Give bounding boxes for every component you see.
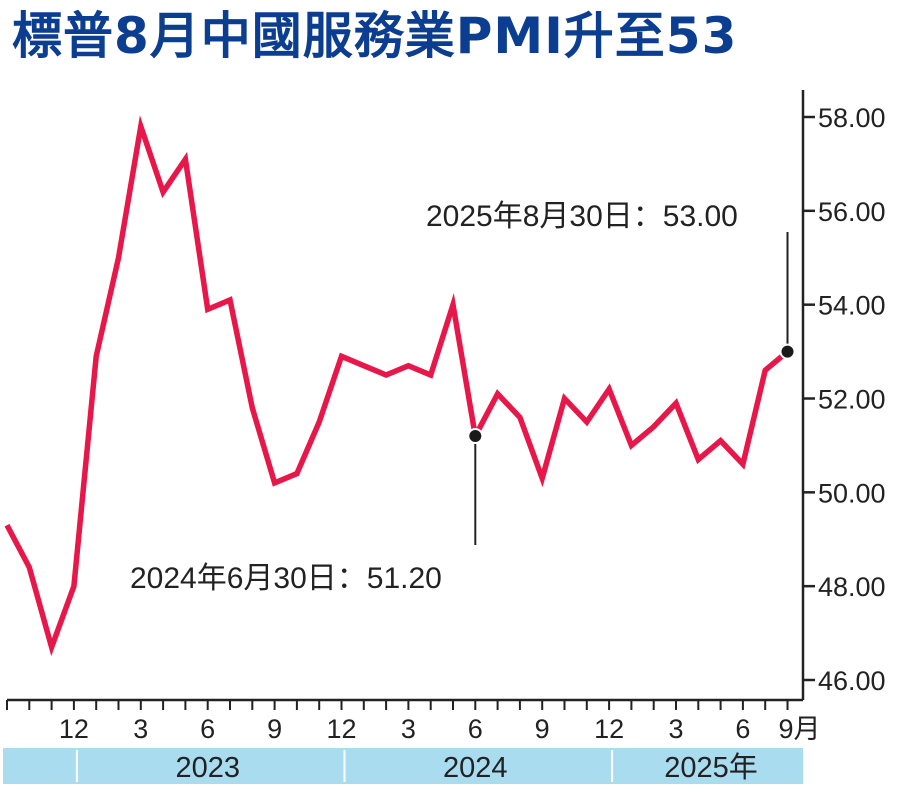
x-tick-label: 9月: [778, 714, 820, 744]
year-label: 2025年: [664, 751, 758, 784]
x-tick-label: 3: [133, 714, 148, 744]
x-tick-label: 3: [401, 714, 416, 744]
x-tick-label: 12: [59, 714, 89, 744]
y-tick-label: 48.00: [818, 572, 886, 602]
x-tick-label: 6: [735, 714, 750, 744]
year-band-background: [3, 748, 803, 784]
annotation-point: [779, 343, 796, 360]
x-tick-label: 12: [594, 714, 624, 744]
series-layer: [4, 115, 790, 657]
annotations-layer: 2024年6月30日：51.20 2025年8月30日：53.00: [130, 200, 796, 595]
year-label: 2023: [175, 752, 240, 784]
x-tick-label: 9: [535, 714, 550, 744]
y-tick-label: 58.00: [818, 103, 886, 133]
y-tick-label: 52.00: [818, 385, 886, 415]
y-tick-label: 50.00: [818, 478, 886, 508]
pmi-series-line: [4, 115, 790, 657]
annotation-point: [467, 428, 484, 445]
y-tick-label: 46.00: [818, 666, 886, 696]
year-label: 2024: [443, 752, 508, 784]
year-band: 2023 2024 2025年: [3, 748, 803, 784]
x-tick-label: 12: [326, 714, 356, 744]
x-tick-label: 6: [200, 714, 215, 744]
y-tick-label: 54.00: [818, 291, 886, 321]
x-tick-label: 9: [267, 714, 282, 744]
chart-title: 標普8月中國服務業PMI升至53: [12, 7, 738, 65]
y-tick-label: 56.00: [818, 197, 886, 227]
x-tick-label: 6: [468, 714, 483, 744]
annotation-label: 2025年8月30日：53.00: [426, 200, 738, 233]
annotation-label: 2024年6月30日：51.20: [130, 562, 442, 595]
x-tick-label: 3: [668, 714, 683, 744]
